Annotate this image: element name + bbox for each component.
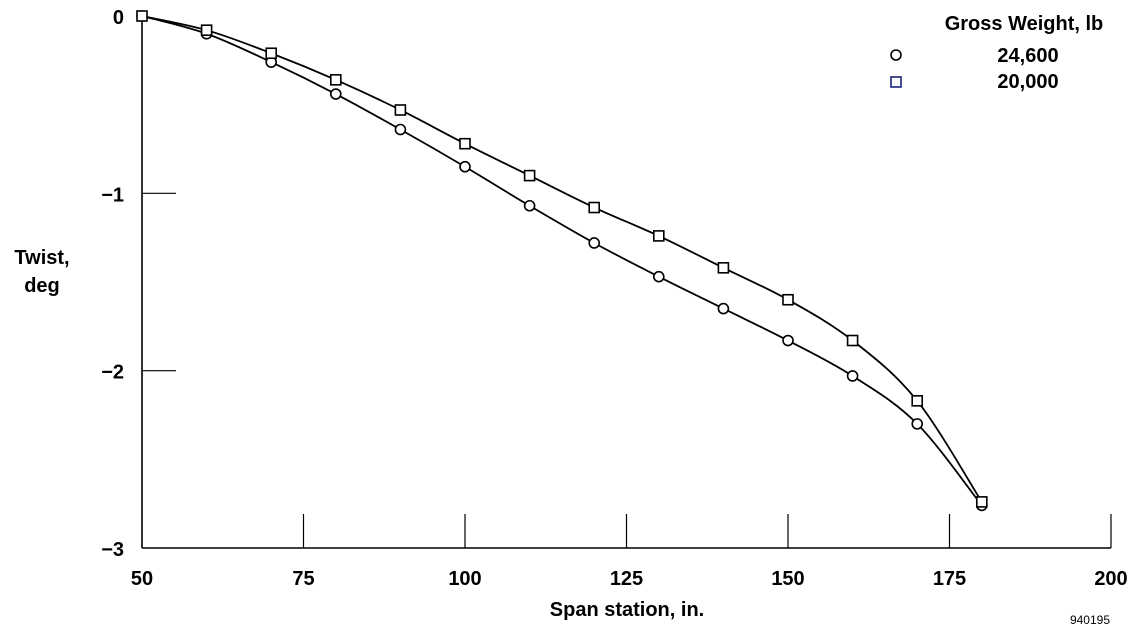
series-0-point-10 (782, 334, 794, 347)
series-0-point-8 (652, 270, 665, 283)
series-0-point-12 (911, 418, 924, 430)
series-0-point-7 (588, 237, 601, 249)
series-1-point-12 (911, 395, 924, 407)
series-0-point-6 (523, 199, 536, 212)
series-1-point-7 (588, 201, 601, 214)
series-1-point-5 (459, 137, 471, 150)
series-1-point-11 (846, 334, 859, 347)
series-0-point-4 (394, 123, 407, 136)
x-tick-label-150: 150 (771, 568, 804, 590)
x-tick-label-75: 75 (292, 568, 314, 590)
legend-square-marker (890, 76, 902, 88)
legend: Gross Weight, lb 24,600 20,000 (890, 13, 1104, 93)
series-markers (136, 10, 988, 512)
series-0-point-3 (329, 88, 342, 100)
series-1-point-9 (717, 262, 730, 274)
y-tick-label-1: −1 (101, 184, 124, 206)
series-1-point-8 (652, 230, 665, 242)
y-tick-label-0: 0 (113, 7, 124, 29)
x-tick-label-50: 50 (131, 568, 153, 590)
legend-label-20000: 20,000 (997, 71, 1058, 93)
series-1-point-0 (136, 10, 148, 22)
series-0-point-9 (717, 302, 730, 315)
axes (141, 16, 1111, 549)
legend-circle-marker (890, 49, 902, 61)
series-1-point-13 (975, 496, 988, 508)
legend-label-24600: 24,600 (997, 45, 1058, 67)
series-1-point-1 (200, 24, 213, 36)
y-axis-title-line2: deg (24, 275, 60, 297)
legend-title: Gross Weight, lb (945, 13, 1104, 35)
series-1-point-10 (782, 293, 794, 306)
series-1-point-4 (394, 104, 407, 116)
series-1-curve (141, 15, 983, 503)
ticks: 50 75 100 125 150 175 200 0 −1 −2 −3 (101, 7, 1128, 590)
series-0-point-5 (459, 160, 471, 173)
y-tick-label-3: −3 (101, 539, 124, 561)
figure-id: 940195 (1070, 613, 1110, 627)
series-0-point-11 (846, 370, 859, 382)
x-tick-label-175: 175 (933, 568, 966, 590)
series-1-point-2 (265, 47, 278, 60)
series-curves (141, 15, 983, 506)
x-tick-label-200: 200 (1094, 568, 1127, 590)
y-tick-label-2: −2 (101, 362, 124, 384)
series-1-point-6 (523, 169, 536, 182)
series-1-point-3 (329, 74, 342, 86)
x-axis-title: Span station, in. (550, 599, 704, 621)
x-tick-label-125: 125 (610, 568, 643, 590)
x-tick-label-100: 100 (448, 568, 481, 590)
y-axis-title-line1: Twist, (14, 247, 69, 269)
legend-markers (890, 49, 902, 88)
series-0-curve (141, 15, 983, 506)
